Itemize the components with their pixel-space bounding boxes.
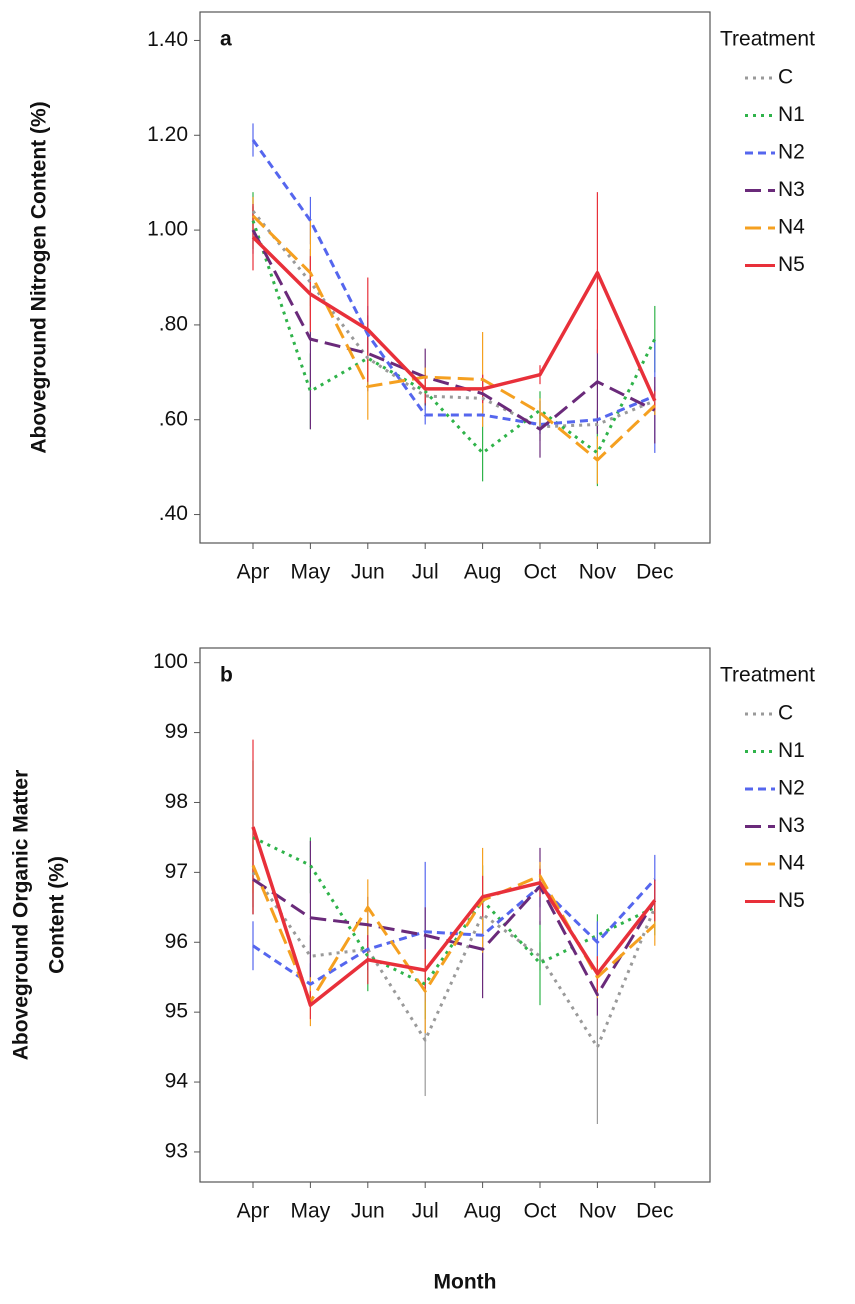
x-tick-label: Oct (524, 1200, 557, 1223)
series-line (252, 836, 656, 986)
series-line (251, 871, 657, 1049)
x-tick-label: Dec (636, 561, 673, 584)
y-tick-label: 99 (165, 720, 188, 743)
x-tick-label: Aug (464, 561, 501, 584)
x-tick-label: Jul (412, 1200, 439, 1223)
y-tick-label: 100 (153, 650, 188, 673)
x-tick-label: Nov (579, 561, 617, 584)
series-line (251, 229, 656, 431)
plot-frame (199, 11, 711, 544)
y-tick-label: 1.00 (147, 218, 188, 241)
y-axis-label: Aboveground Nitrogen Content (%) (28, 101, 51, 453)
y-axis-label: Aboveground Organic Matter (10, 770, 33, 1061)
series-line (251, 220, 657, 455)
plot-frame (199, 647, 711, 1183)
legend-label: N5 (778, 253, 805, 276)
series-line (252, 878, 657, 997)
series-line (251, 210, 656, 429)
panel-label: a (220, 28, 232, 51)
y-tick-label: 1.40 (147, 28, 188, 51)
series-line (251, 235, 657, 402)
legend-label: N1 (778, 739, 805, 762)
legend-label: N3 (778, 814, 805, 837)
legend-label: C (778, 66, 793, 89)
x-tick-label: Dec (636, 1200, 673, 1223)
legend-title: Treatment (720, 28, 815, 51)
legend-label: N5 (778, 889, 805, 912)
y-axis-label: Content (%) (46, 856, 69, 974)
series-line (251, 139, 656, 426)
legend-title: Treatment (720, 664, 815, 687)
y-tick-label: 96 (165, 930, 188, 953)
x-tick-label: Jun (351, 1200, 385, 1223)
x-tick-label: Apr (237, 1200, 270, 1223)
x-tick-label: Nov (579, 1200, 617, 1223)
y-tick-label: 1.20 (147, 123, 188, 146)
legend-label: N3 (778, 178, 805, 201)
y-tick-label: 95 (165, 1000, 188, 1023)
panel-label: b (220, 664, 233, 687)
y-tick-label: 93 (165, 1139, 188, 1162)
series-line (251, 826, 657, 1007)
legend-label: N4 (778, 852, 805, 875)
y-tick-label: 94 (165, 1070, 189, 1093)
series-line (251, 214, 656, 462)
y-tick-label: .60 (159, 407, 188, 430)
x-tick-label: Jun (351, 561, 385, 584)
y-tick-label: .40 (159, 502, 188, 525)
x-tick-label: Aug (464, 1200, 501, 1223)
y-tick-label: 98 (165, 790, 188, 813)
y-tick-label: 97 (165, 860, 188, 883)
y-tick-label: .80 (159, 312, 188, 335)
legend-label: N4 (778, 216, 805, 239)
x-tick-label: Apr (237, 561, 270, 584)
x-tick-label: Oct (524, 561, 557, 584)
legend-label: N2 (778, 777, 805, 800)
x-tick-label: May (291, 561, 331, 584)
legend-label: N1 (778, 103, 805, 126)
x-tick-label: Jul (412, 561, 439, 584)
x-tick-label: May (291, 1200, 331, 1223)
legend-label: N2 (778, 141, 805, 164)
legend-label: C (778, 702, 793, 725)
x-axis-label: Month (434, 1271, 497, 1294)
